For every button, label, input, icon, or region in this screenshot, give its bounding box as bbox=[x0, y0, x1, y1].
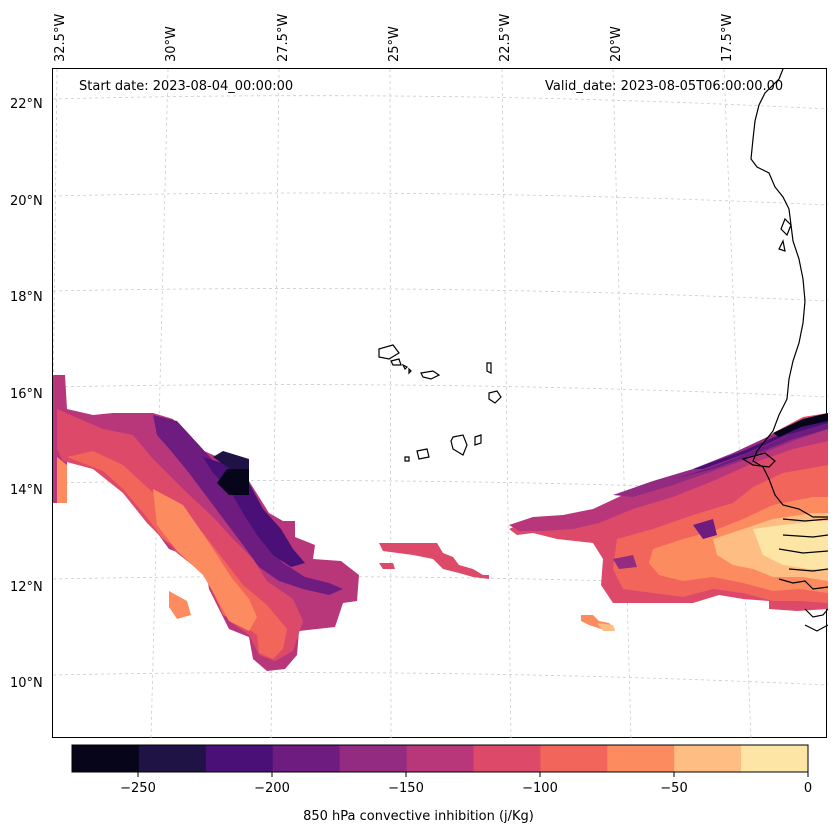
lat-label: 16°N bbox=[10, 387, 43, 402]
colorbar-tick-label: −150 bbox=[388, 781, 424, 796]
colorbar-cell bbox=[406, 745, 474, 772]
lat-label: 10°N bbox=[10, 676, 43, 691]
colorbar-cell bbox=[72, 745, 140, 772]
start-date-text: Start date: 2023-08-04_00:00:00 bbox=[79, 79, 294, 94]
lon-label: 27.5°W bbox=[276, 13, 291, 62]
map-canvas bbox=[53, 69, 828, 739]
map-panel: Start date: 2023-08-04_00:00:00 Valid_da… bbox=[52, 68, 828, 739]
colorbar-cell bbox=[205, 745, 274, 772]
gridlines bbox=[53, 69, 828, 739]
colorbar-tick-label: −50 bbox=[660, 781, 688, 796]
valid-date-text: Valid_date: 2023-08-05T06:00:00.00 bbox=[545, 79, 784, 94]
islands bbox=[378, 344, 502, 462]
colorbar-tick-label: −100 bbox=[522, 781, 558, 796]
lon-label: 30°W bbox=[164, 26, 179, 62]
colorbar-tick-label: −250 bbox=[120, 781, 156, 796]
coastline bbox=[741, 69, 828, 632]
lon-label: 17.5°W bbox=[720, 13, 735, 62]
cin-region-west bbox=[53, 375, 359, 671]
colorbar-cell bbox=[674, 745, 742, 772]
colorbar-cell bbox=[540, 745, 608, 772]
colorbar-label: 850 hPa convective inhibition (j/Kg) bbox=[303, 809, 534, 824]
cin-region-east bbox=[509, 413, 828, 611]
colorbar-tick-label: 0 bbox=[803, 781, 813, 796]
colorbar-cell bbox=[339, 745, 408, 772]
colorbar-cell bbox=[272, 745, 341, 772]
lon-label: 20°W bbox=[609, 26, 624, 62]
colorbar-tick-label: −200 bbox=[254, 781, 290, 796]
colorbar-cell bbox=[138, 745, 207, 772]
lat-label: 22°N bbox=[10, 97, 43, 112]
lon-label: 32.5°W bbox=[53, 13, 68, 62]
colorbar-cell bbox=[741, 745, 809, 772]
lat-label: 20°N bbox=[10, 194, 43, 209]
lat-label: 12°N bbox=[10, 580, 43, 595]
lon-label: 25°W bbox=[387, 26, 402, 62]
colorbar-cell bbox=[607, 745, 675, 772]
lat-label: 18°N bbox=[10, 290, 43, 305]
colorbar-cell bbox=[473, 745, 541, 772]
cin-region-central bbox=[379, 543, 615, 631]
lon-label: 22.5°W bbox=[498, 13, 513, 62]
lat-label: 14°N bbox=[10, 483, 43, 498]
